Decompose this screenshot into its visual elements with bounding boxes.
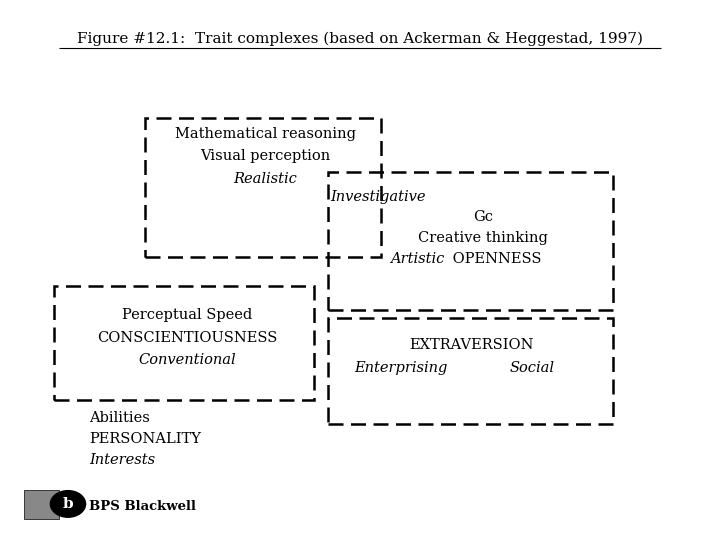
Text: Visual perception: Visual perception [200, 148, 330, 163]
Bar [54, 286, 314, 400]
Text: Gc: Gc [473, 210, 493, 224]
Bar [328, 318, 613, 424]
Text: Interests: Interests [89, 453, 156, 467]
Bar [328, 172, 613, 310]
Text: Social: Social [510, 361, 555, 375]
Text: Conventional: Conventional [139, 353, 236, 367]
Text: Investigative: Investigative [330, 190, 426, 204]
Text: PERSONALITY: PERSONALITY [89, 432, 201, 446]
Text: Perceptual Speed: Perceptual Speed [122, 308, 253, 322]
Text: Realistic: Realistic [233, 172, 297, 186]
Text: OPENNESS: OPENNESS [448, 252, 541, 266]
Text: Abilities: Abilities [89, 411, 150, 425]
Text: Artistic: Artistic [390, 252, 444, 266]
Text: BPS Blackwell: BPS Blackwell [89, 500, 196, 513]
Text: EXTRAVERSION: EXTRAVERSION [409, 339, 534, 353]
Text: Enterprising: Enterprising [354, 361, 448, 375]
Text: CONSCIENTIOUSNESS: CONSCIENTIOUSNESS [97, 330, 278, 345]
Text: Creative thinking: Creative thinking [418, 231, 548, 245]
Circle shape [50, 491, 86, 517]
Text: Figure #12.1:  Trait complexes (based on Ackerman & Heggestad, 1997): Figure #12.1: Trait complexes (based on … [77, 31, 643, 46]
Bar [145, 118, 381, 256]
Text: b: b [63, 497, 73, 511]
Bar [24, 490, 59, 519]
Text: Mathematical reasoning: Mathematical reasoning [174, 127, 356, 141]
